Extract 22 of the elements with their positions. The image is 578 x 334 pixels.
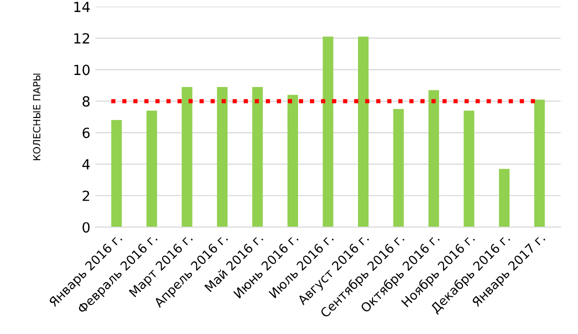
bar [252,86,263,228]
bar [358,36,369,228]
y-axis-title: КОЛЕСНЫЕ ПАРЫ [33,74,40,160]
bar [393,109,404,228]
bar [216,86,228,228]
y-tick-label: 14 [74,2,90,12]
y-tick-label: 10 [74,64,90,76]
y-tick-label: 0 [82,222,90,233]
bar [111,120,122,228]
y-tick-label: 12 [74,33,90,44]
y-tick-label: 2 [82,190,90,201]
y-tick-label: 8 [82,96,90,107]
bar [428,90,440,228]
bar [322,36,334,228]
bar [146,110,158,228]
bar [534,100,545,228]
y-tick-label: 4 [82,159,90,170]
bar [287,94,298,228]
bar [464,110,474,228]
y-tick-label: 6 [82,128,90,138]
bar [498,168,510,228]
bar [182,86,192,228]
